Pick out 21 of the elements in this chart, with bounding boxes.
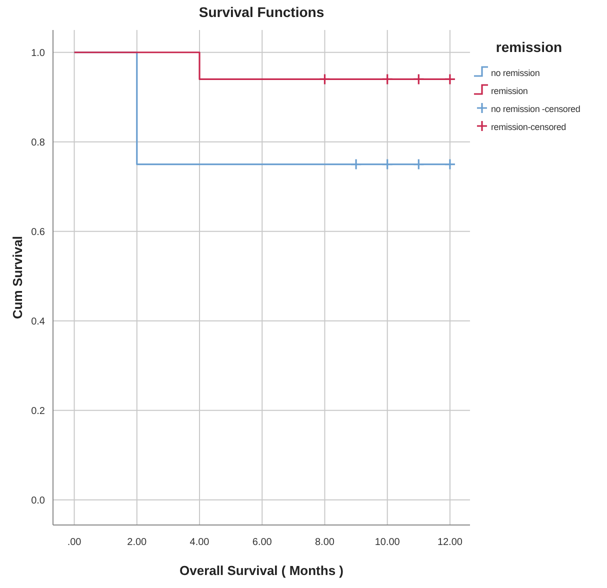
chart-title: Survival Functions [198, 4, 324, 20]
y-tick-label: 0.4 [31, 316, 46, 328]
x-tick-label: 6.00 [252, 537, 272, 548]
x-tick-label: 10.00 [374, 537, 400, 548]
y-tick-label: 0.2 [31, 406, 46, 417]
x-tick-label: 2.00 [127, 537, 148, 548]
legend-label: remission-censored [491, 122, 566, 132]
y-tick-label: 1.0 [31, 48, 46, 59]
x-axis-title: Overall Survival ( Months ) [180, 563, 344, 578]
x-tick-label: .00 [67, 537, 82, 548]
legend-label: no remission [491, 68, 540, 78]
y-tick-label: 0.0 [31, 495, 46, 506]
x-tick-label: 8.00 [315, 537, 335, 548]
y-tick-label: 0.6 [31, 226, 46, 238]
y-tick-label: 0.8 [31, 137, 46, 148]
x-tick-label: 4.00 [190, 537, 210, 548]
x-tick-label: 12.00 [437, 537, 463, 548]
legend-title: remission [496, 39, 562, 55]
legend-label: no remission -censored [491, 104, 580, 114]
y-axis-title: Cum Survival [10, 236, 25, 320]
legend-label: remission [491, 86, 528, 96]
